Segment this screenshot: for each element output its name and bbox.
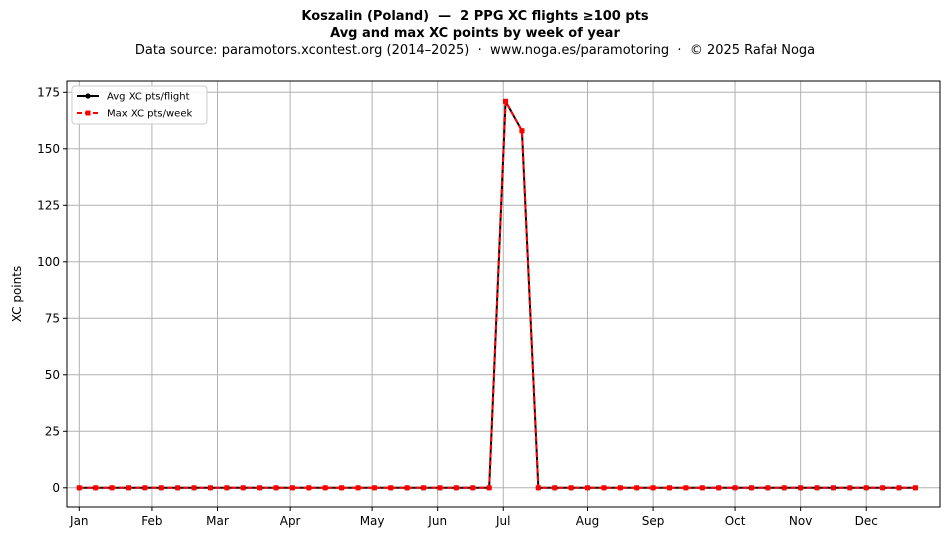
chart-title-block: Koszalin (Poland) — 2 PPG XC flights ≥10… (0, 8, 950, 59)
data-point (601, 485, 607, 491)
data-point (863, 485, 869, 491)
x-tick-label: Jan (69, 514, 89, 528)
x-tick-label: Aug (576, 514, 599, 528)
data-point (421, 485, 427, 491)
legend-box (71, 85, 208, 125)
data-point (617, 485, 623, 491)
data-point (912, 485, 918, 491)
data-point (568, 485, 574, 491)
data-point (650, 485, 656, 491)
data-point (781, 485, 787, 491)
series-line (79, 100, 916, 489)
data-point (257, 485, 263, 491)
data-point (437, 485, 443, 491)
data-point (503, 98, 509, 104)
data-point (535, 485, 541, 491)
data-point (552, 485, 558, 491)
y-tick-label: 100 (37, 255, 60, 269)
series-layer (76, 98, 919, 491)
data-point (109, 485, 115, 491)
data-point (289, 485, 295, 491)
x-tick-label: Sep (642, 514, 665, 528)
x-tick-label: May (360, 514, 385, 528)
data-point (371, 485, 377, 491)
data-point (76, 485, 82, 491)
data-point (699, 485, 705, 491)
data-point (732, 485, 738, 491)
legend-swatch-marker (85, 110, 91, 116)
data-point (388, 485, 394, 491)
y-tick-label: 25 (45, 424, 60, 438)
x-tick-label: Apr (280, 514, 301, 528)
data-point (240, 485, 246, 491)
data-point (355, 485, 361, 491)
data-point (814, 485, 820, 491)
chart-subtitle: Avg and max XC points by week of year (330, 26, 620, 41)
data-point (519, 128, 525, 134)
data-point (191, 485, 197, 491)
data-point (224, 485, 230, 491)
y-tick-label: 175 (37, 85, 60, 99)
legend-entry-label: Max XC pts/week (107, 109, 192, 120)
y-tick-label: 0 (52, 481, 60, 495)
data-point (404, 485, 410, 491)
data-point (339, 485, 345, 491)
data-point (175, 485, 181, 491)
data-point (470, 485, 476, 491)
data-point (830, 485, 836, 491)
data-point (896, 485, 902, 491)
data-point (453, 485, 459, 491)
data-point (585, 485, 591, 491)
data-point (748, 485, 754, 491)
data-point (93, 485, 99, 491)
x-tick-label: Oct (725, 514, 746, 528)
y-tick-label: 150 (37, 142, 60, 156)
chart-title: Koszalin (Poland) — 2 PPG XC flights ≥10… (301, 9, 649, 24)
chart-source-note: Data source: paramotors.xcontest.org (20… (134, 43, 816, 58)
legend-swatch-marker (85, 93, 91, 99)
x-tick-label: Dec (855, 514, 878, 528)
data-point (798, 485, 804, 491)
data-point (207, 485, 213, 491)
y-tick-label: 75 (45, 311, 60, 325)
data-point (683, 485, 689, 491)
y-axis-label: XC points (10, 266, 24, 322)
data-point (765, 485, 771, 491)
data-point (322, 485, 328, 491)
data-point (634, 485, 640, 491)
data-point (847, 485, 853, 491)
x-tick-label: Jun (427, 514, 447, 528)
x-tick-label: Jul (495, 514, 510, 528)
data-point (142, 485, 148, 491)
data-point (125, 485, 131, 491)
data-point (306, 485, 312, 491)
data-point (273, 485, 279, 491)
data-point (716, 485, 722, 491)
data-point (666, 485, 672, 491)
y-tick-label: 50 (45, 368, 60, 382)
data-point (880, 485, 886, 491)
x-tick-label: Mar (206, 514, 229, 528)
legend: Avg XC pts/flight Max XC pts/week (71, 85, 208, 125)
ticks-layer: Jan Feb Mar Apr May Jun Jul Aug Sep Oct Nov Dec 0 25 5… (37, 85, 878, 528)
y-tick-label: 125 (37, 198, 60, 212)
data-point (158, 485, 164, 491)
x-tick-label: Feb (141, 514, 162, 528)
x-tick-label: Nov (789, 514, 812, 528)
data-point (486, 485, 492, 491)
legend-entry-label: Avg XC pts/flight (107, 92, 190, 103)
